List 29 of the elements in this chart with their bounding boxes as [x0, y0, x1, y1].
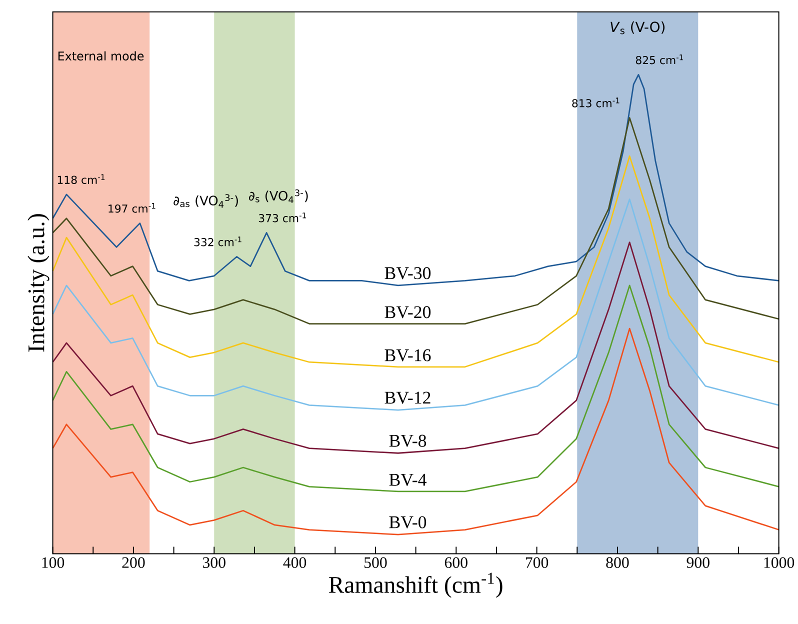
- x-axis-title: Ramanshift (cm$^{-1}$): [328, 572, 502, 598]
- annotation: ∂$_{s}$ (VO$_{4}$$^{3-}$): [248, 189, 308, 203]
- x-tick-label: 100: [42, 557, 64, 568]
- x-tick-label: 600: [444, 557, 468, 568]
- series-label: BV-16: [384, 349, 431, 362]
- series-label: BV-20: [384, 306, 431, 318]
- x-tick-label: 300: [202, 557, 226, 568]
- series-label: BV-0: [389, 516, 426, 528]
- x-tick-label: 500: [364, 557, 387, 568]
- annotation: 197 cm$^{-1}$: [108, 202, 156, 212]
- annotation: 373 cm$^{-1}$: [258, 212, 306, 222]
- band-label: V$_{s}$ (V-O): [610, 21, 665, 34]
- annotation: 332 cm$^{-1}$: [194, 236, 242, 246]
- x-tick-label: 900: [686, 557, 710, 568]
- annotation: ∂$_{as}$ (VO$_{4}$$^{3-}$): [174, 194, 238, 208]
- band-label: External mode: [58, 51, 144, 60]
- series-label: BV-8: [389, 434, 426, 447]
- annotation: 825 cm$^{-1}$: [636, 54, 684, 64]
- series-label: BV-30: [384, 266, 431, 280]
- series-label: BV-4: [389, 474, 426, 486]
- x-tick-label: 800: [606, 557, 629, 568]
- x-tick-label: 400: [283, 557, 306, 568]
- annotation: 118 cm$^{-1}$: [58, 174, 105, 184]
- x-tick-label: 1000: [764, 557, 794, 568]
- y-axis-title: Intensity (a.u.): [28, 214, 50, 352]
- x-tick-label: 700: [526, 557, 548, 568]
- series-label: BV-12: [384, 392, 430, 404]
- annotation: 813 cm$^{-1}$: [572, 97, 620, 108]
- x-tick-label: 200: [122, 557, 145, 568]
